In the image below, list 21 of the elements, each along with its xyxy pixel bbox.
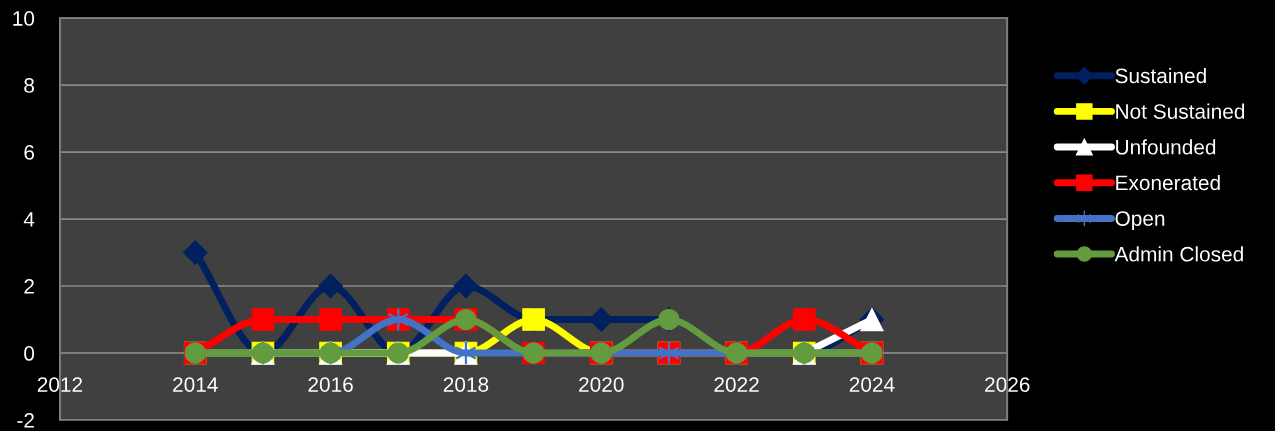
y-tick-label: 6 xyxy=(24,145,35,160)
y-tick-label: -2 xyxy=(17,413,34,428)
legend-label: Admin Closed xyxy=(1114,246,1243,262)
x-tick-label: 2016 xyxy=(308,377,353,392)
legend-label: Unfounded xyxy=(1116,139,1216,155)
x-tick-label: 2024 xyxy=(849,377,895,392)
y-tick-label: 4 xyxy=(23,212,35,227)
x-tick-label: 2018 xyxy=(443,377,489,392)
x-tick-label: 2020 xyxy=(579,377,624,392)
y-tick-label: 10 xyxy=(13,11,35,26)
x-tick-label: 2026 xyxy=(985,377,1030,392)
legend-label: Sustained xyxy=(1115,67,1206,84)
y-tick-label: 2 xyxy=(24,279,34,294)
x-tick-label: 2012 xyxy=(37,377,83,392)
legend-label: Open xyxy=(1115,211,1165,231)
x-tick-label: 2022 xyxy=(714,377,759,392)
y-tick-label: 0 xyxy=(24,346,35,361)
y-tick-label: 8 xyxy=(24,78,35,93)
x-tick-label: 2014 xyxy=(173,377,218,392)
legend-label: Exonerated xyxy=(1116,174,1220,191)
legend-label: Not Sustained xyxy=(1116,103,1245,119)
